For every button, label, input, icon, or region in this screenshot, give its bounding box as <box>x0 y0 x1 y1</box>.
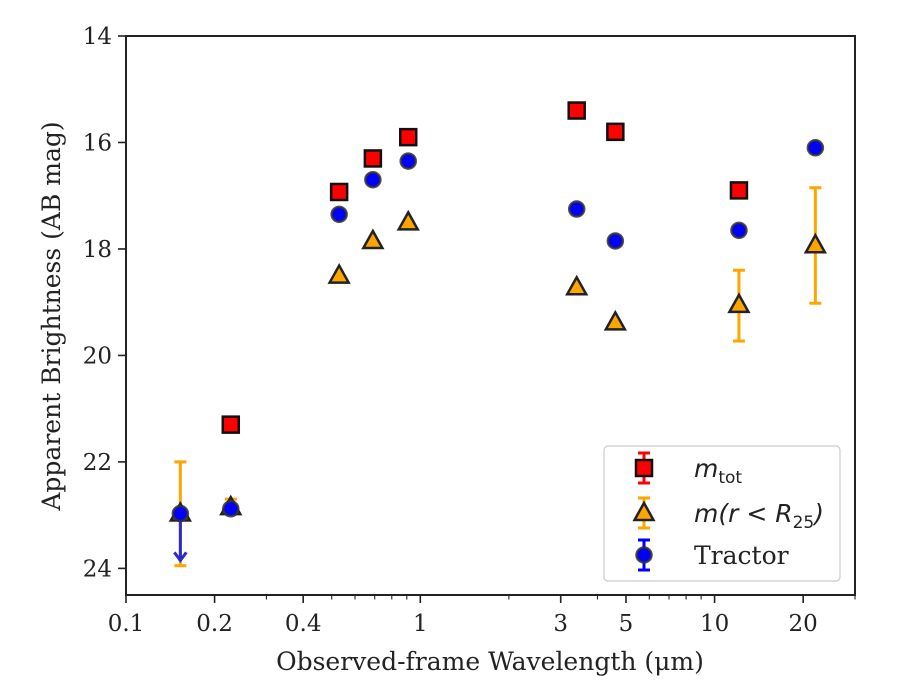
y-tick-label: 22 <box>83 450 112 476</box>
mR25-point <box>361 228 385 250</box>
y-tick-label: 14 <box>83 24 112 50</box>
x-axis-label: Observed-frame Wavelength (μm) <box>276 647 704 676</box>
tractor-limit-arrowhead <box>173 551 188 563</box>
legend-label-mR25: m(r < R25) <box>694 499 824 533</box>
data-marks <box>168 101 827 568</box>
plot-frame <box>125 35 856 596</box>
y-tick-label: 20 <box>83 343 112 369</box>
legend-triangle-icon <box>632 500 656 522</box>
x-tick-label: 0.4 <box>285 611 322 637</box>
legend-label-rest: ) <box>812 499 824 528</box>
y-tick-label: 18 <box>83 237 112 263</box>
x-tick-label: 0.1 <box>108 611 145 637</box>
x-tick-label: 3 <box>553 611 568 637</box>
x-tick-label: 20 <box>789 611 818 637</box>
legend-box <box>603 445 841 582</box>
legend-label-tractor: Tractor <box>694 541 789 570</box>
legend-square-icon <box>634 458 654 478</box>
mtot-point <box>606 122 625 142</box>
mtot-point <box>398 127 418 147</box>
x-tick-label: 10 <box>700 611 729 637</box>
y-axis-label: Apparent Brightness (AB mag) <box>37 121 66 511</box>
legend-label-main: m(r < R <box>694 499 793 528</box>
y-tick-label: 24 <box>83 556 112 582</box>
mtot-point <box>329 182 349 202</box>
x-tick-label: 5 <box>619 611 634 637</box>
legend-label-rest: Tractor <box>694 541 789 570</box>
mR25-point <box>727 292 751 314</box>
legend-label-main: m <box>694 454 718 483</box>
legend-circle-icon <box>635 546 653 564</box>
mR25-point <box>603 309 627 331</box>
x-tick-label: 0.2 <box>196 611 233 637</box>
mR25-point <box>803 232 827 254</box>
legend-label-mtot: mtot <box>694 454 742 488</box>
y-tick-label: 16 <box>83 130 112 156</box>
mR25-point <box>396 209 420 231</box>
legend-label-subscript: 25 <box>793 513 815 533</box>
axis-ticks: 0.1 0.2 0.4 1 3 5 10 20 14 16 18 20 22 24 <box>83 24 856 637</box>
mR25-point <box>327 263 351 284</box>
legend: mtot m(r < R25) Tractor <box>603 445 841 582</box>
mtot-point <box>729 181 749 200</box>
mtot-point <box>567 101 586 120</box>
x-tick-label: 1 <box>413 611 428 637</box>
mtot-point <box>221 415 241 434</box>
mtot-point <box>363 149 383 168</box>
mR25-point <box>565 274 589 296</box>
legend-label-subscript: tot <box>718 468 742 488</box>
